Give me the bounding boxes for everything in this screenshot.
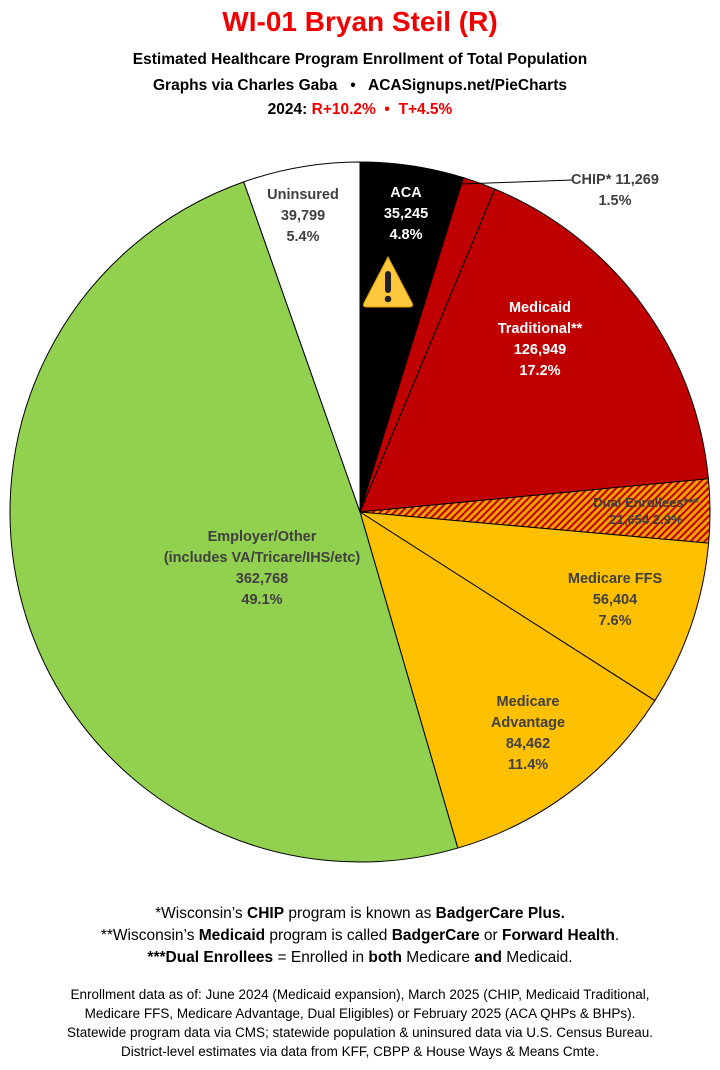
t: CHIP — [247, 905, 285, 922]
t: = Enrolled in — [273, 949, 369, 966]
label-name: CHIP* — [571, 172, 612, 188]
label-value: 84,462 — [505, 736, 551, 752]
t: or — [479, 927, 503, 944]
label-pct: 7.6% — [598, 613, 632, 629]
label-value: 11,269 — [615, 172, 659, 188]
label-name: Medicare FFS — [567, 571, 663, 587]
label-pct: 11.4% — [507, 757, 549, 773]
pie-slice-medicaid-traditional — [359, 188, 709, 513]
label-value: 362,768 — [235, 571, 289, 587]
t: program is called — [265, 927, 392, 944]
footnote-medicaid: **Wisconsin’s Medicaid program is called… — [0, 925, 720, 947]
label-name-2: (includes VA/Tricare/IHS/etc) — [163, 550, 361, 566]
pie-slice-medicare-ffs — [359, 511, 710, 702]
pie-slice-employer-other-includes-va-tricare-ihs-etc — [9, 181, 459, 863]
slice-label-aca: ACA 35,245 4.8% — [384, 183, 428, 246]
label-value: 126,949 — [513, 342, 567, 358]
chart-title: WI-01 Bryan Steil (R) — [222, 6, 498, 37]
t: ***Dual Enrollees — [147, 949, 274, 966]
slice-label-employer: Employer/Other (includes VA/Tricare/IHS/… — [164, 527, 360, 611]
t: *Wisconsin’s — [155, 905, 247, 922]
t: BadgerCare — [391, 927, 480, 944]
margins: R+10.2% • T+4.5% — [311, 101, 453, 118]
label-pct: 5.4% — [286, 229, 320, 245]
chart-subtitle: Estimated Healthcare Program Enrollment … — [132, 51, 588, 68]
t: Medicaid. — [501, 949, 573, 966]
footnote-chip: *Wisconsin’s CHIP program is known as Ba… — [0, 903, 720, 925]
slice-label-uninsured: Uninsured 39,799 5.4% — [267, 185, 339, 248]
warning-triangle-icon — [362, 255, 414, 308]
t: Forward Health — [502, 927, 615, 944]
chart-credit: Graphs via Charles Gaba • ACASignups.net… — [153, 77, 567, 94]
source-notes: Enrollment data as of: June 2024 (Medica… — [0, 985, 720, 1061]
t: program is known as — [284, 905, 436, 922]
label-value: 56,404 — [592, 592, 638, 608]
slice-label-medicare-advantage: Medicare Advantage 84,462 11.4% — [491, 692, 565, 776]
source-line: Medicare FFS, Medicare Advantage, Dual E… — [84, 1006, 636, 1021]
t: Medicaid — [198, 927, 266, 944]
label-pct: 1.5% — [598, 193, 632, 209]
label-name: Employer/Other — [207, 529, 317, 545]
label-name: Medicare — [496, 694, 560, 710]
source-line: Statewide program data via CMS; statewid… — [66, 1025, 654, 1040]
t: . — [614, 927, 620, 944]
t: **Wisconsin’s — [100, 927, 199, 944]
label-name: ACA — [390, 185, 422, 201]
label-name: Uninsured — [267, 187, 339, 203]
label-pct: 2.9% — [652, 512, 683, 527]
t: both — [368, 949, 402, 966]
t: Medicare — [401, 949, 475, 966]
label-value: 35,245 — [383, 206, 429, 222]
slice-label-chip: CHIP* 11,269 1.5% — [571, 170, 659, 212]
label-pct: 4.8% — [389, 227, 423, 243]
slice-label-medicaid: Medicaid Traditional** 126,949 17.2% — [498, 298, 583, 382]
label-pct: 17.2% — [519, 363, 561, 379]
slice-label-dual: Dual Enrollees*** 21,654 2.9% — [593, 494, 699, 528]
label-name: Dual Enrollees*** — [593, 495, 699, 510]
label-value: 21,654 — [609, 512, 650, 527]
year-label: 2024: — [267, 101, 308, 118]
pie-slice-uninsured — [243, 161, 361, 513]
slice-label-medicare-ffs: Medicare FFS 56,404 7.6% — [568, 569, 662, 632]
source-line: District-level estimates via data from K… — [121, 1044, 599, 1059]
label-name: Medicaid — [508, 300, 572, 316]
label-value: 39,799 — [280, 208, 326, 224]
label-name-2: Advantage — [490, 715, 566, 731]
source-line: Enrollment data as of: June 2024 (Medica… — [70, 987, 650, 1002]
label-name-2: Traditional** — [497, 321, 583, 337]
chip-leader-line — [461, 179, 573, 185]
t: BadgerCare Plus. — [435, 905, 565, 922]
t: and — [474, 949, 502, 966]
footnote-dual: ***Dual Enrollees = Enrolled in both Med… — [0, 947, 720, 969]
label-pct: 49.1% — [241, 592, 283, 608]
partisan-lean: 2024: R+10.2% • T+4.5% — [0, 101, 720, 119]
